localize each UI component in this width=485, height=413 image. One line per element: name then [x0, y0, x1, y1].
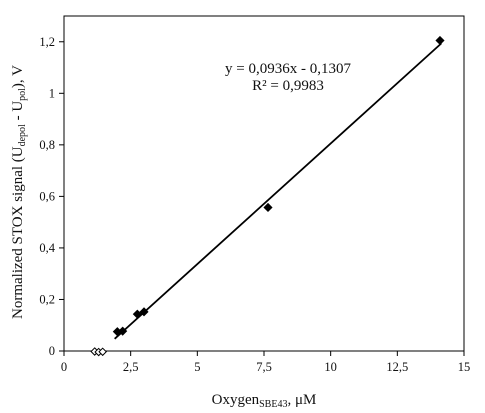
data-points: [90, 35, 445, 357]
x-tick-label: 0: [61, 360, 67, 374]
trendline-r2: R² = 0,9983: [252, 78, 324, 94]
x-axis-title: OxygenSBE43, μM: [212, 392, 317, 410]
x-axis-title-sub: SBE43: [259, 399, 287, 410]
data-point: [132, 309, 142, 319]
y-axis-title-p2: - U: [10, 101, 26, 124]
y-tick-label: 0,6: [39, 189, 55, 203]
x-axis-title-main: Oxygen: [212, 392, 260, 408]
y-axis-title-p3: ), V: [10, 65, 26, 88]
y-axis-title-sub2: pol: [17, 88, 28, 101]
data-point: [263, 202, 273, 213]
x-tick-label: 7,5: [256, 360, 272, 374]
y-tick-label: 0,2: [39, 292, 55, 306]
data-point: [139, 307, 149, 317]
x-tick-label: 10: [324, 360, 337, 374]
trendline-equation: y = 0,0936x - 0,1307: [225, 61, 351, 77]
y-tick-label: 0,8: [39, 138, 55, 152]
y-tick-label: 0: [49, 344, 55, 358]
x-tick-label: 15: [458, 360, 471, 374]
y-axis-title-sub1: depol: [17, 124, 28, 146]
trendline: [114, 42, 442, 340]
x-tick-label: 2,5: [123, 360, 139, 374]
y-axis-ticks: 0 0,2 0,4 0,6 0,8 1 1,2: [39, 35, 64, 358]
data-point: [435, 35, 445, 46]
y-tick-label: 0,4: [39, 241, 55, 255]
y-tick-label: 1,2: [39, 35, 55, 49]
x-axis-title-tail: , μM: [287, 392, 316, 408]
y-tick-label: 1: [49, 86, 55, 100]
x-axis-ticks: 0 2,5 5 7,5 10 12,5 15: [61, 351, 470, 374]
x-tick-label: 12,5: [386, 360, 408, 374]
data-point: [118, 326, 128, 336]
trendline-group: [114, 42, 442, 340]
x-tick-label: 5: [194, 360, 200, 374]
y-axis-title-p1: Normalized STOX signal (U: [10, 146, 26, 319]
y-axis-title: Normalized STOX signal (Udepol - Upol), …: [10, 65, 28, 319]
data-point-open: [98, 347, 107, 357]
